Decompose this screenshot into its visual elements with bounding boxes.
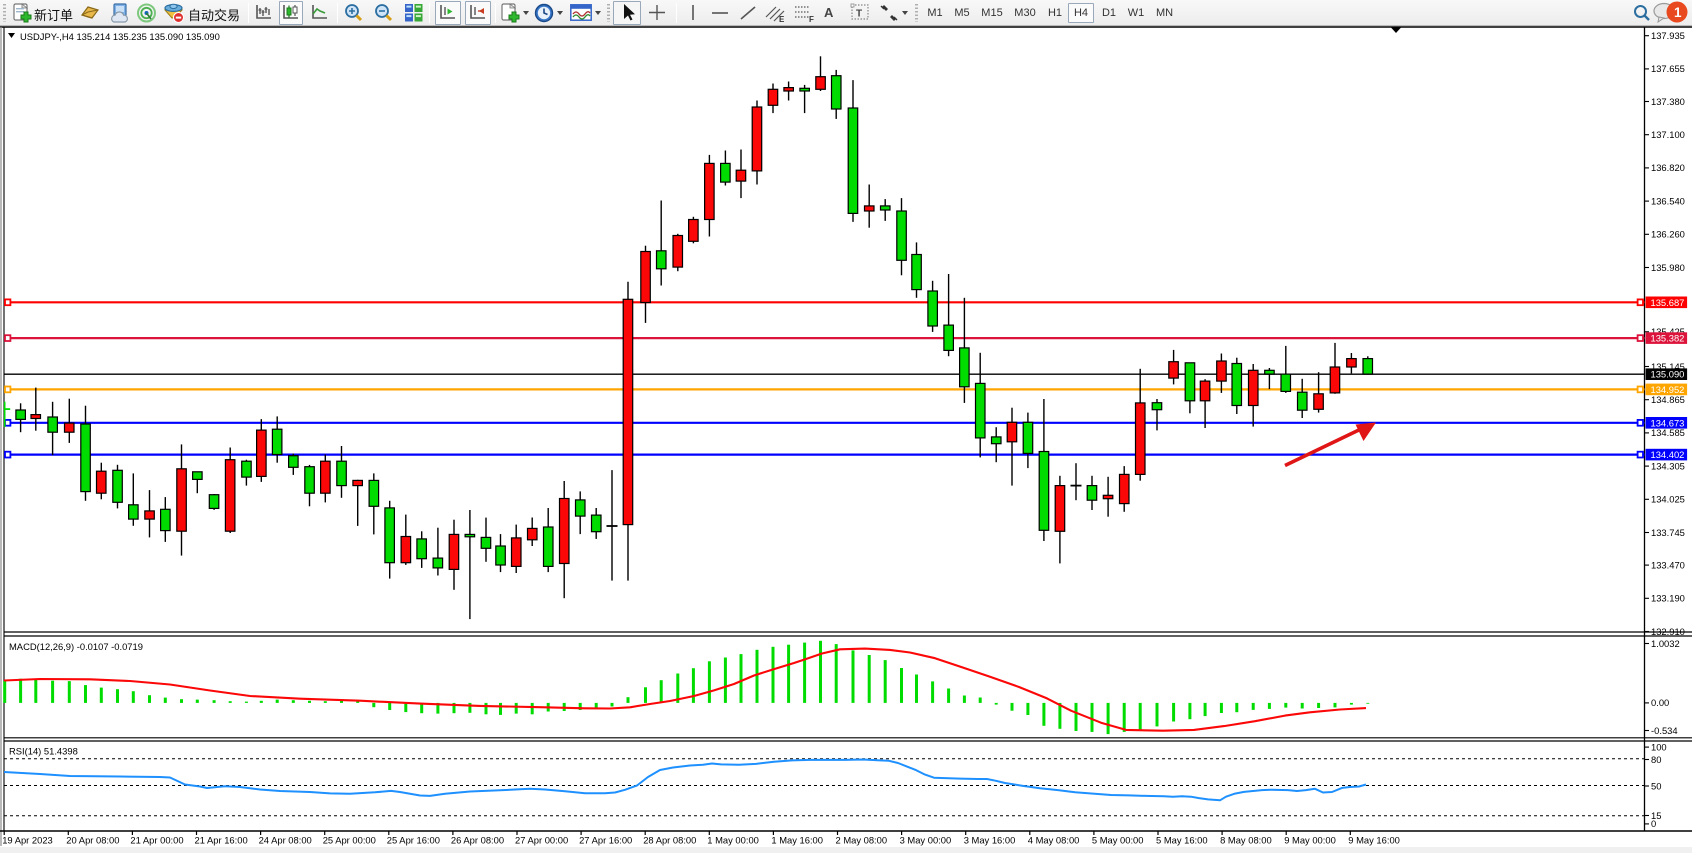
svg-text:137.100: 137.100 — [1651, 129, 1685, 140]
svg-text:4 May 08:00: 4 May 08:00 — [1028, 835, 1080, 846]
svg-text:21 Apr 16:00: 21 Apr 16:00 — [195, 835, 248, 846]
svg-text:80: 80 — [1651, 754, 1661, 765]
svg-text:9 May 16:00: 9 May 16:00 — [1348, 835, 1400, 846]
svg-text:MACD(12,26,9) -0.0107 -0.0719: MACD(12,26,9) -0.0107 -0.0719 — [9, 641, 143, 652]
svg-text:136.820: 136.820 — [1651, 162, 1685, 173]
svg-text:RSI(14) 51.4398: RSI(14) 51.4398 — [9, 746, 78, 757]
svg-text:134.305: 134.305 — [1651, 460, 1685, 471]
svg-text:134.952: 134.952 — [1651, 384, 1685, 395]
svg-text:135.687: 135.687 — [1651, 297, 1685, 308]
svg-text:133.190: 133.190 — [1651, 593, 1685, 604]
svg-text:27 Apr 16:00: 27 Apr 16:00 — [579, 835, 632, 846]
svg-text:100: 100 — [1651, 741, 1667, 752]
svg-text:T: T — [856, 9, 862, 20]
svg-text:3 May 00:00: 3 May 00:00 — [900, 835, 952, 846]
svg-text:136.260: 136.260 — [1651, 229, 1685, 240]
svg-text:9 May 00:00: 9 May 00:00 — [1284, 835, 1336, 846]
svg-text:F: F — [809, 15, 814, 23]
svg-text:134.025: 134.025 — [1651, 494, 1685, 505]
svg-text:28 Apr 08:00: 28 Apr 08:00 — [643, 835, 696, 846]
svg-text:15: 15 — [1651, 810, 1661, 821]
svg-text:3 May 16:00: 3 May 16:00 — [964, 835, 1016, 846]
svg-text:1: 1 — [1674, 5, 1682, 20]
svg-text:134.673: 134.673 — [1651, 417, 1685, 428]
svg-text:134.402: 134.402 — [1651, 449, 1685, 460]
svg-text:2 May 08:00: 2 May 08:00 — [836, 835, 888, 846]
svg-text:5 May 00:00: 5 May 00:00 — [1092, 835, 1144, 846]
svg-text:135.145: 135.145 — [1651, 361, 1685, 372]
svg-text:27 Apr 00:00: 27 Apr 00:00 — [515, 835, 568, 846]
svg-text:135.090: 135.090 — [1651, 369, 1685, 380]
svg-text:133.470: 133.470 — [1651, 559, 1685, 570]
svg-text:132.910: 132.910 — [1651, 626, 1685, 637]
svg-text:24 Apr 08:00: 24 Apr 08:00 — [259, 835, 312, 846]
svg-text:20 Apr 08:00: 20 Apr 08:00 — [66, 835, 119, 846]
svg-text:50: 50 — [1651, 780, 1661, 791]
svg-text:1 May 16:00: 1 May 16:00 — [771, 835, 823, 846]
svg-text:136.540: 136.540 — [1651, 195, 1685, 206]
svg-text:25 Apr 16:00: 25 Apr 16:00 — [387, 835, 440, 846]
svg-text:0: 0 — [1651, 818, 1656, 829]
svg-text:25 Apr 00:00: 25 Apr 00:00 — [323, 835, 376, 846]
svg-text:1 May 00:00: 1 May 00:00 — [707, 835, 759, 846]
svg-text:E: E — [779, 15, 785, 23]
svg-text:133.745: 133.745 — [1651, 527, 1685, 538]
svg-text:26 Apr 08:00: 26 Apr 08:00 — [451, 835, 504, 846]
svg-text:135.382: 135.382 — [1651, 333, 1685, 344]
svg-text:0.00: 0.00 — [1651, 697, 1669, 708]
svg-text:137.655: 137.655 — [1651, 63, 1685, 74]
svg-text:USDJPY-,H4 135.214 135.235 13: USDJPY-,H4 135.214 135.235 135.090 135.0… — [20, 31, 220, 42]
svg-text:135.980: 135.980 — [1651, 262, 1685, 273]
svg-text:5 May 16:00: 5 May 16:00 — [1156, 835, 1208, 846]
svg-text:1.0032: 1.0032 — [1651, 638, 1680, 649]
svg-text:134.865: 134.865 — [1651, 394, 1685, 405]
svg-text:21 Apr 00:00: 21 Apr 00:00 — [130, 835, 183, 846]
svg-text:8 May 08:00: 8 May 08:00 — [1220, 835, 1272, 846]
svg-text:137.935: 137.935 — [1651, 30, 1685, 41]
svg-text:135.425: 135.425 — [1651, 326, 1685, 337]
svg-text:19 Apr 2023: 19 Apr 2023 — [2, 835, 53, 846]
svg-text:-0.534: -0.534 — [1651, 725, 1678, 736]
svg-text:137.380: 137.380 — [1651, 96, 1685, 107]
svg-text:134.585: 134.585 — [1651, 427, 1685, 438]
